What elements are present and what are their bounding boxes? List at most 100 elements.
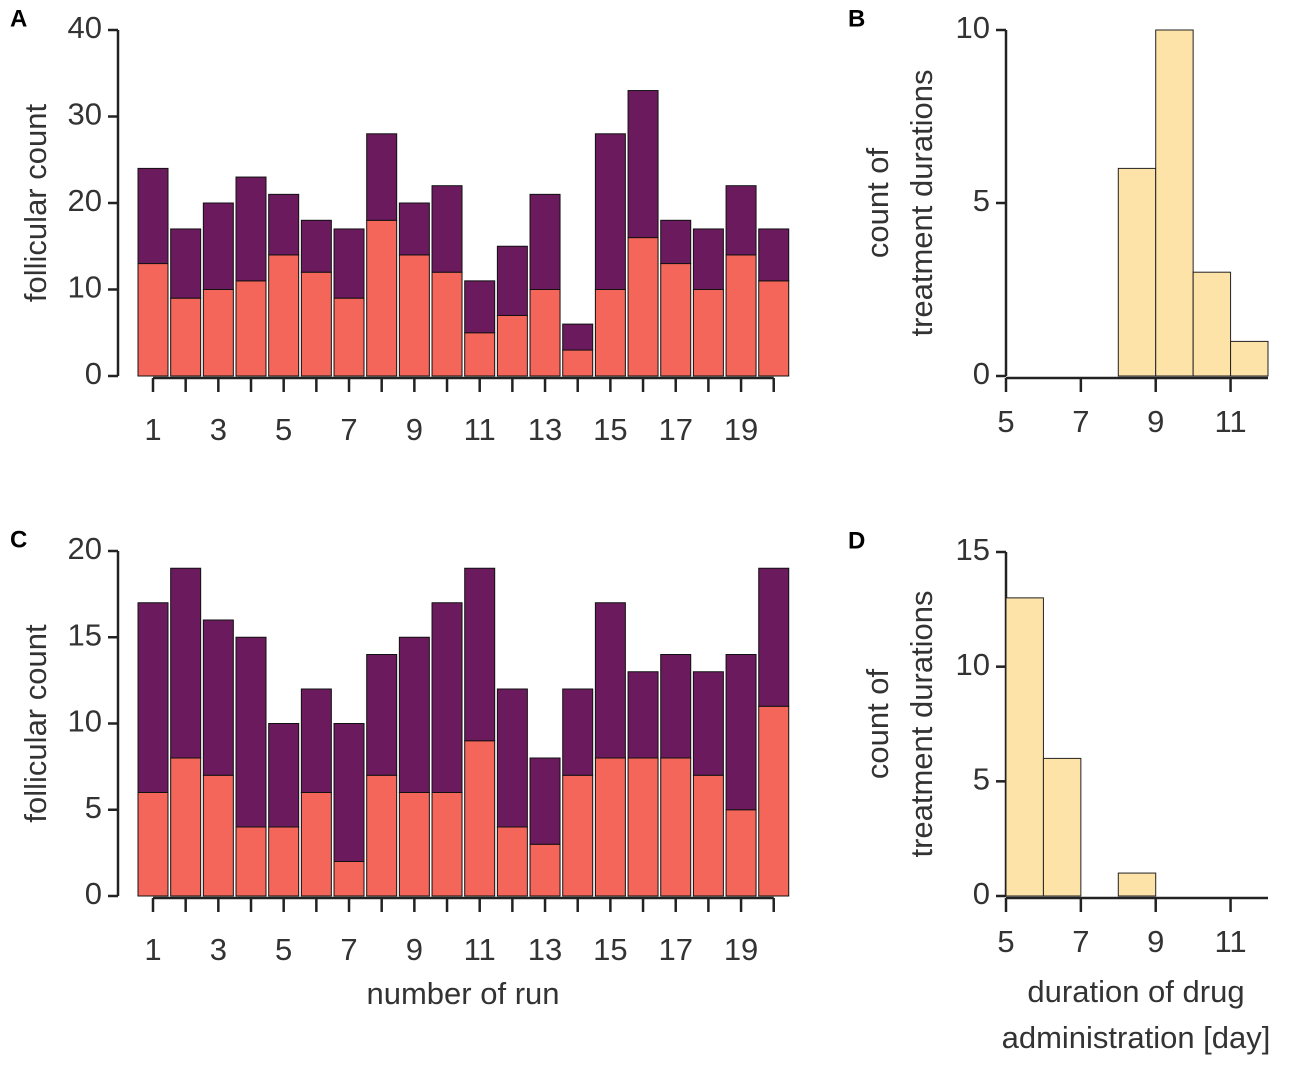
bar-segment <box>333 297 365 377</box>
bar-segment <box>431 792 463 897</box>
y-axis-label: count of <box>860 147 895 258</box>
x-tick-label: 3 <box>210 412 227 447</box>
bar-segment <box>725 654 757 811</box>
y-tick-label: 15 <box>956 532 990 567</box>
bar-segment <box>562 323 594 351</box>
x-tick-label: 11 <box>1214 924 1246 959</box>
bar-segment <box>594 757 626 897</box>
bar-segment <box>725 254 757 377</box>
y-tick-label: 5 <box>973 762 990 797</box>
y-tick-label: 0 <box>85 356 102 391</box>
bar-segment <box>464 332 496 377</box>
panel-label: D <box>848 527 865 554</box>
y-tick-label: 30 <box>68 97 102 132</box>
bar-segment <box>529 843 561 897</box>
bar-segment <box>725 185 757 256</box>
bar-segment <box>594 133 626 290</box>
bar-segment <box>431 602 463 793</box>
x-tick-label: 7 <box>340 932 357 967</box>
x-tick-label: 1 <box>144 932 161 967</box>
bar-segment <box>496 314 528 377</box>
y-axis-label: treatment durations <box>904 590 939 857</box>
bar-segment <box>235 280 267 377</box>
bar-segment <box>562 349 594 377</box>
x-tick-label: 17 <box>658 932 692 967</box>
x-tick-label: 11 <box>464 412 496 447</box>
bar-segment <box>464 280 496 334</box>
y-tick-label: 15 <box>68 617 102 652</box>
x-tick-label: 9 <box>406 932 423 967</box>
bar-segment <box>594 602 626 759</box>
y-tick-label: 20 <box>68 183 102 218</box>
bar-segment <box>496 245 528 316</box>
y-axis-label: follicular count <box>18 104 53 303</box>
bar-segment <box>431 271 463 377</box>
x-tick-label: 15 <box>593 932 627 967</box>
y-tick-label: 5 <box>973 183 990 218</box>
x-tick-label: 13 <box>528 932 562 967</box>
bar-segment <box>758 705 790 897</box>
y-axis-label: count of <box>860 668 895 779</box>
x-tick-label: 19 <box>724 412 758 447</box>
bar-segment <box>202 619 234 776</box>
x-tick-label: 5 <box>997 404 1014 439</box>
panel-label: B <box>848 5 865 32</box>
bar-segment <box>398 202 430 256</box>
x-tick-label: 7 <box>1072 924 1089 959</box>
y-tick-label: 0 <box>973 356 990 391</box>
bar-segment <box>529 193 561 291</box>
bar-segment <box>268 723 300 828</box>
y-tick-label: 10 <box>956 647 990 682</box>
x-tick-label: 11 <box>464 932 496 967</box>
x-tick-label: 9 <box>406 412 423 447</box>
bar-segment <box>235 176 267 282</box>
bar-segment <box>398 792 430 897</box>
bar-segment <box>366 774 398 897</box>
bar-segment <box>366 219 398 377</box>
bar-segment <box>758 567 790 707</box>
bar-segment <box>398 636 430 793</box>
x-axis-label: number of run <box>367 976 560 1011</box>
y-tick-label: 10 <box>956 10 990 45</box>
x-tick-label: 3 <box>210 932 227 967</box>
panel-label: C <box>10 526 27 553</box>
bar-segment <box>333 723 365 862</box>
bar-segment <box>300 688 332 793</box>
histogram-bar <box>1042 757 1082 897</box>
bar-segment <box>333 228 365 299</box>
bar-segment <box>660 757 692 897</box>
bar-segment <box>170 228 202 299</box>
x-tick-label: 7 <box>1072 404 1089 439</box>
y-tick-label: 10 <box>68 270 102 305</box>
x-tick-label: 7 <box>340 412 357 447</box>
bar-segment <box>464 740 496 897</box>
bar-segment <box>529 289 561 377</box>
x-tick-label: 5 <box>275 932 292 967</box>
bar-segment <box>202 289 234 377</box>
x-tick-label: 9 <box>1147 404 1164 439</box>
bar-segment <box>300 271 332 377</box>
bar-segment <box>660 219 692 265</box>
y-tick-label: 5 <box>85 790 102 825</box>
histogram-bar <box>1230 340 1269 377</box>
bar-segment <box>235 636 267 828</box>
bar-segment <box>627 90 659 239</box>
bar-segment <box>366 654 398 776</box>
x-axis-label: administration [day] <box>1002 1020 1271 1055</box>
bar-segment <box>692 774 724 897</box>
bar-segment <box>268 826 300 897</box>
bar-segment <box>137 602 169 793</box>
histogram-bar <box>1117 167 1157 377</box>
bar-segment <box>137 263 169 377</box>
bar-segment <box>431 185 463 273</box>
bar-segment <box>170 757 202 897</box>
histogram-bar <box>1117 872 1157 897</box>
bar-segment <box>300 219 332 273</box>
histogram-bar <box>1005 597 1044 897</box>
x-tick-label: 1 <box>144 412 161 447</box>
x-tick-label: 5 <box>997 924 1014 959</box>
bar-segment <box>758 228 790 282</box>
bar-segment <box>202 774 234 897</box>
bar-segment <box>692 228 724 290</box>
bar-segment <box>170 567 202 759</box>
